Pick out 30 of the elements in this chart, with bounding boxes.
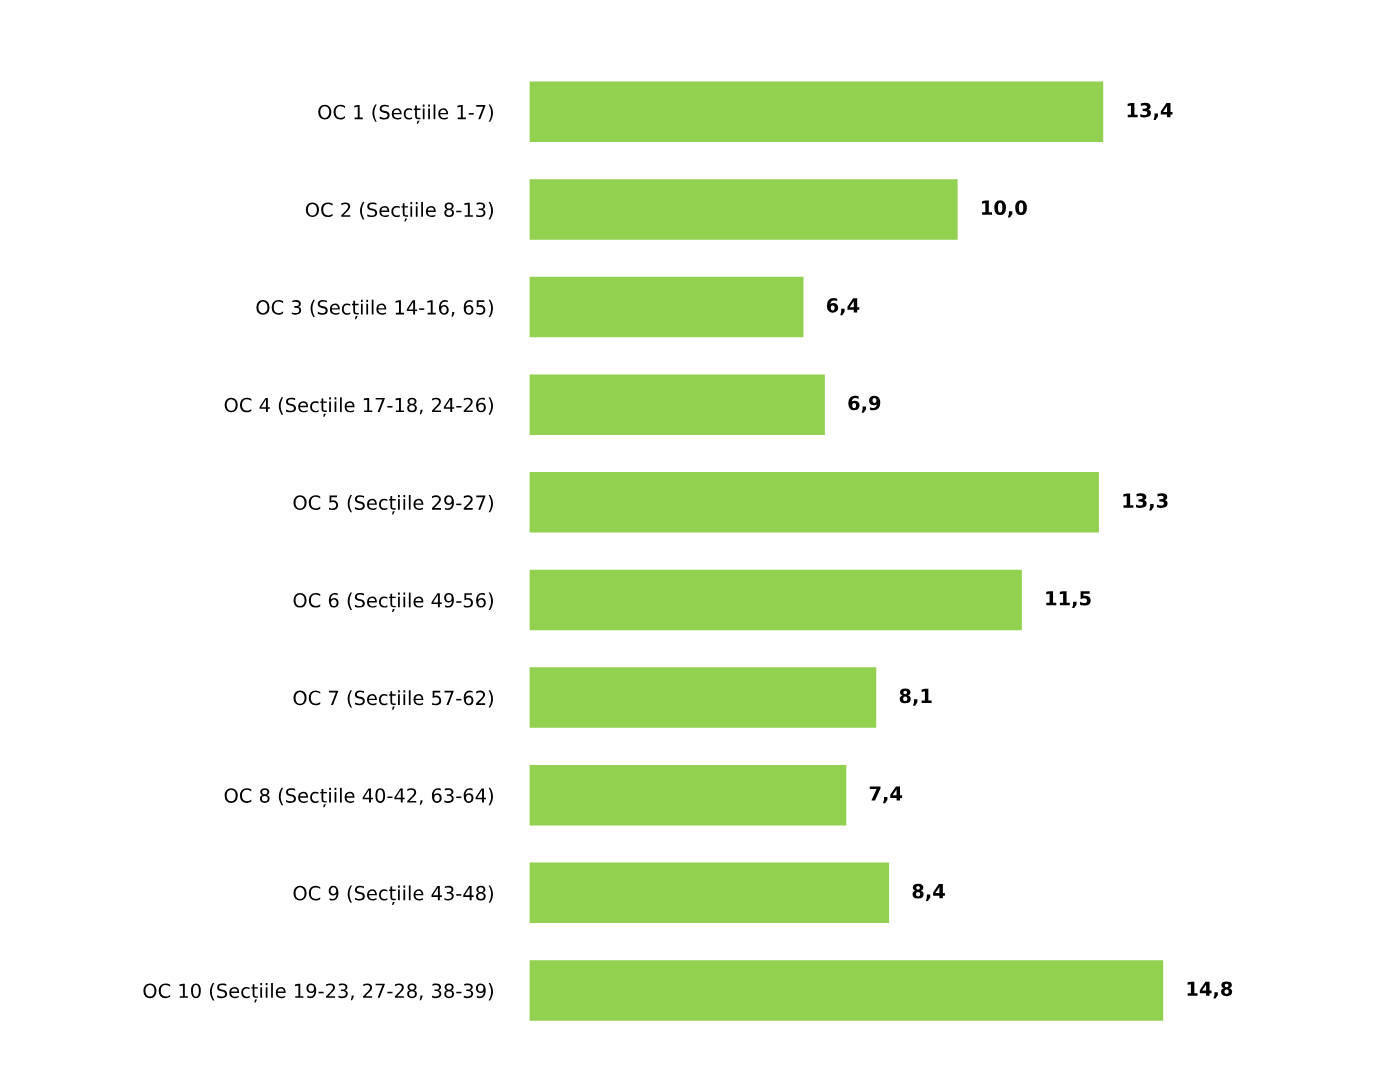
data-label: 6,4 <box>826 298 860 316</box>
bar <box>529 667 877 728</box>
bar <box>529 179 958 240</box>
data-label: 13,4 <box>1127 102 1173 120</box>
data-label: 14,8 <box>1187 981 1233 999</box>
y-tick-label: OC 10 (Secțiile 19-23, 27-28, 38-39) <box>143 983 493 1003</box>
bar <box>529 81 1104 143</box>
y-tick-label: OC 6 (Secțiile 49-56) <box>293 592 493 613</box>
y-tick-label: OC 5 (Secțiile 29-27) <box>293 494 493 515</box>
data-label: 11,5 <box>1046 591 1091 609</box>
bar <box>529 569 1022 631</box>
y-tick-label: OC 9 (Secțiile 43-48) <box>293 885 493 905</box>
y-tick-label: OC 2 (Secțiile 8-13) <box>305 202 493 222</box>
data-label: 10,0 <box>982 200 1027 218</box>
y-tick-label: OC 8 (Secțiile 40-42, 63-64) <box>224 787 493 808</box>
bar <box>529 374 825 435</box>
data-label: 13,3 <box>1123 493 1168 511</box>
data-label: 8,4 <box>912 883 945 901</box>
data-label: 7,4 <box>869 786 903 804</box>
y-tick-label: OC 1 (Secțiile 1-7) <box>318 104 493 124</box>
y-tick-label: OC 7 (Secțiile 57-62) <box>293 690 493 710</box>
data-label: 6,9 <box>848 395 881 413</box>
bar <box>529 276 804 338</box>
bar <box>529 764 847 826</box>
y-tick-label: OC 4 (Secțiile 17-18, 24-26) <box>224 397 493 417</box>
bar <box>529 472 1099 533</box>
bar <box>529 960 1164 1021</box>
data-label: 8,1 <box>899 688 932 706</box>
y-tick-label: OC 3 (Secțiile 14-16, 65) <box>256 299 493 320</box>
bar <box>529 862 890 924</box>
